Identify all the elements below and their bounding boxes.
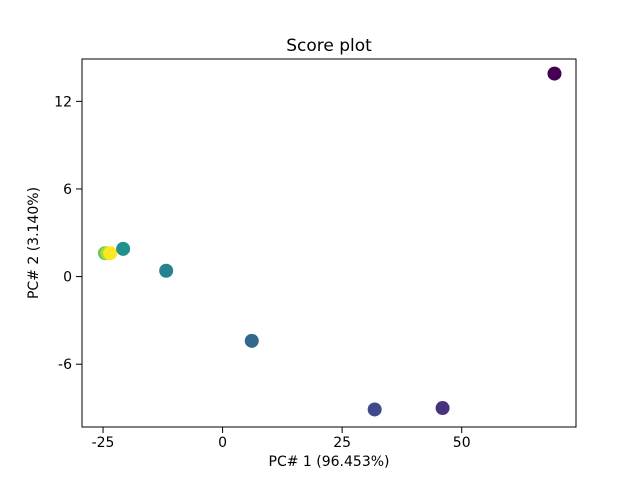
data-point [435, 401, 450, 416]
data-point [159, 263, 174, 278]
x-tick-label: 50 [453, 435, 471, 451]
x-axis-ticks: -25 0 25 50 [92, 427, 471, 451]
y-tick-label: 6 [63, 182, 72, 198]
data-point [547, 66, 562, 81]
x-tick-label: 0 [218, 435, 227, 451]
plot-frame [81, 58, 577, 428]
x-tick-label: -25 [92, 435, 115, 451]
y-tick-label: 0 [63, 270, 72, 286]
y-axis-ticks: -6 0 6 12 [54, 94, 82, 373]
y-tick-label: 12 [54, 94, 72, 110]
x-axis-label: PC# 1 (96.453%) [269, 454, 390, 470]
y-tick-label: -6 [58, 357, 72, 373]
data-point [367, 402, 382, 417]
chart-title: Score plot [286, 36, 372, 56]
data-point [244, 333, 259, 348]
data-point [116, 241, 131, 256]
y-axis-label: PC# 2 (3.140%) [26, 187, 42, 299]
data-point [103, 246, 118, 261]
x-tick-label: 25 [333, 435, 351, 451]
scatter-points [97, 66, 562, 417]
